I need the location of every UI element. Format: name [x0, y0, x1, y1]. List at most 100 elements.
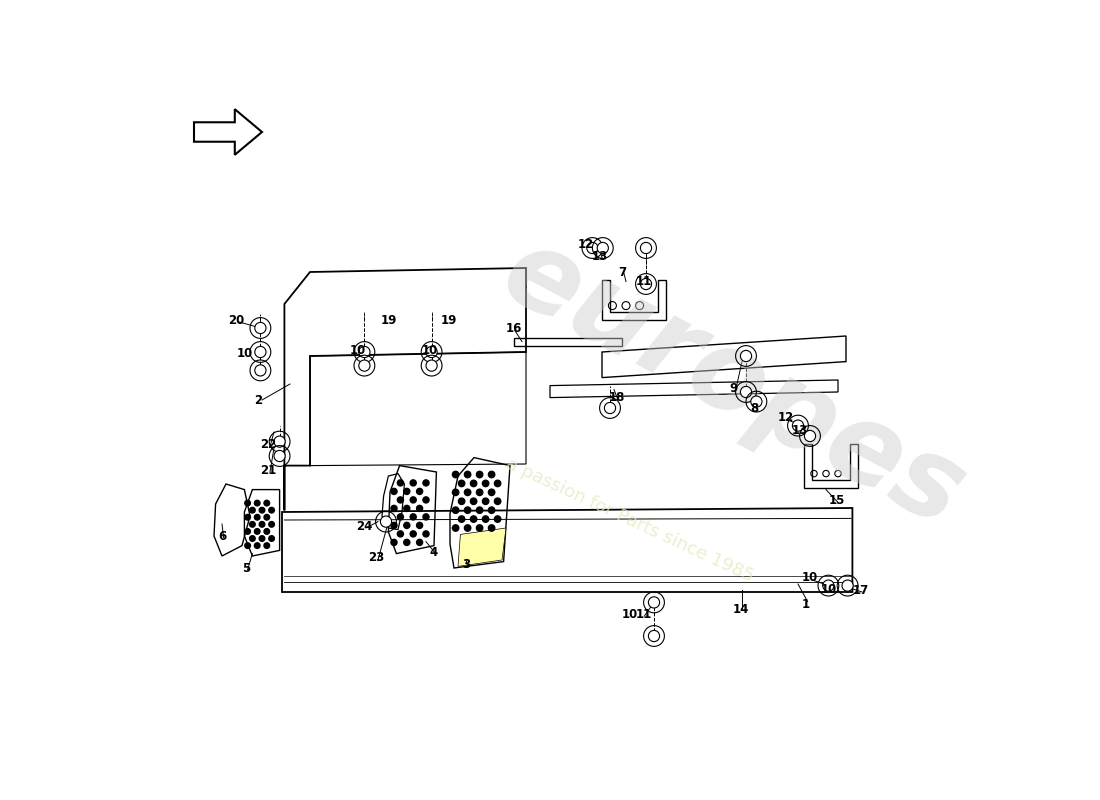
Text: 17: 17: [852, 584, 869, 597]
Circle shape: [424, 531, 429, 537]
Circle shape: [464, 471, 471, 478]
Circle shape: [359, 346, 370, 358]
Circle shape: [452, 525, 459, 531]
Circle shape: [483, 516, 488, 522]
Circle shape: [397, 497, 404, 503]
Circle shape: [459, 498, 465, 505]
Text: 10: 10: [821, 583, 836, 596]
Circle shape: [264, 514, 270, 520]
Circle shape: [390, 488, 397, 494]
Circle shape: [792, 420, 804, 431]
Circle shape: [254, 514, 260, 520]
Circle shape: [397, 531, 404, 537]
Text: 9: 9: [730, 382, 738, 394]
Text: 1: 1: [802, 598, 810, 610]
Text: 19: 19: [381, 314, 397, 326]
Circle shape: [452, 507, 459, 514]
Circle shape: [476, 489, 483, 495]
Circle shape: [250, 522, 255, 527]
Circle shape: [459, 516, 465, 522]
Text: 3: 3: [462, 558, 470, 570]
Circle shape: [410, 531, 416, 537]
Circle shape: [751, 396, 762, 407]
Circle shape: [488, 471, 495, 478]
Circle shape: [604, 402, 616, 414]
Text: 11: 11: [636, 275, 651, 288]
Circle shape: [471, 498, 476, 505]
Text: 7: 7: [618, 266, 626, 278]
Circle shape: [255, 365, 266, 376]
Circle shape: [452, 471, 459, 478]
Circle shape: [264, 529, 270, 534]
Circle shape: [476, 507, 483, 514]
Circle shape: [488, 489, 495, 495]
Circle shape: [404, 488, 410, 494]
Circle shape: [410, 480, 416, 486]
Circle shape: [426, 360, 437, 371]
Text: 24: 24: [356, 520, 373, 533]
Circle shape: [250, 507, 255, 513]
Text: europes: europes: [485, 218, 982, 550]
Circle shape: [476, 471, 483, 478]
Circle shape: [483, 480, 488, 486]
Circle shape: [417, 488, 422, 494]
Circle shape: [426, 346, 437, 358]
Circle shape: [397, 480, 404, 486]
Circle shape: [390, 522, 397, 529]
Circle shape: [268, 522, 274, 527]
Circle shape: [359, 360, 370, 371]
Circle shape: [842, 580, 854, 591]
Text: 15: 15: [828, 494, 845, 506]
Circle shape: [417, 522, 422, 529]
Text: 14: 14: [733, 603, 749, 616]
Text: 11: 11: [636, 608, 651, 621]
Circle shape: [404, 522, 410, 529]
Circle shape: [404, 539, 410, 546]
Text: 10: 10: [621, 608, 638, 621]
Polygon shape: [458, 528, 506, 566]
Text: 5: 5: [242, 562, 250, 574]
Circle shape: [255, 322, 266, 334]
Text: 10: 10: [350, 344, 366, 357]
Text: 10: 10: [422, 344, 438, 357]
Circle shape: [245, 529, 251, 534]
Circle shape: [488, 525, 495, 531]
Circle shape: [274, 436, 285, 447]
Text: 21: 21: [261, 464, 276, 477]
Circle shape: [250, 536, 255, 542]
Circle shape: [410, 514, 416, 520]
Text: a passion for Parts since 1985: a passion for Parts since 1985: [504, 454, 757, 586]
Circle shape: [417, 539, 422, 546]
Circle shape: [459, 480, 465, 486]
Text: 8: 8: [750, 402, 758, 414]
Circle shape: [424, 514, 429, 520]
Circle shape: [254, 542, 260, 549]
Text: 6: 6: [218, 530, 227, 542]
Circle shape: [740, 350, 751, 362]
Text: 2: 2: [254, 394, 262, 406]
Circle shape: [648, 597, 660, 608]
Circle shape: [464, 525, 471, 531]
Circle shape: [245, 542, 251, 549]
Circle shape: [260, 522, 265, 527]
Circle shape: [424, 480, 429, 486]
Circle shape: [823, 580, 834, 591]
Text: 13: 13: [792, 424, 807, 437]
Circle shape: [494, 516, 501, 522]
Circle shape: [640, 242, 651, 254]
Text: 22: 22: [261, 438, 276, 450]
Circle shape: [471, 516, 476, 522]
Circle shape: [740, 386, 751, 398]
Circle shape: [640, 278, 651, 290]
Text: 13: 13: [592, 250, 607, 262]
Text: 16: 16: [506, 322, 522, 334]
Text: 20: 20: [229, 314, 244, 326]
Text: 4: 4: [430, 546, 438, 558]
Circle shape: [471, 480, 476, 486]
Circle shape: [268, 507, 274, 513]
Circle shape: [494, 498, 501, 505]
Circle shape: [804, 430, 815, 442]
Text: 23: 23: [368, 551, 385, 564]
Circle shape: [404, 506, 410, 511]
Circle shape: [464, 489, 471, 495]
